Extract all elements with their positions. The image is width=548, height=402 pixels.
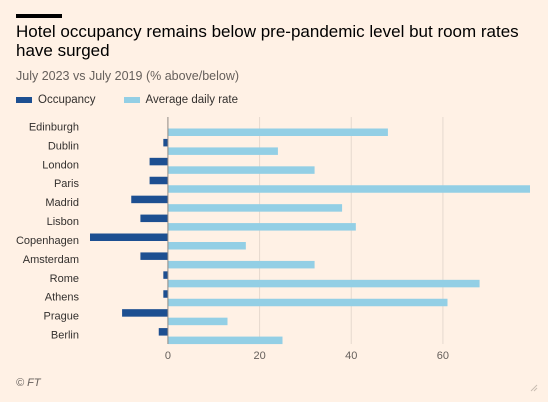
legend: Occupancy Average daily rate (16, 94, 266, 106)
category-label-athens: Athens (45, 292, 80, 304)
legend-swatch-average-daily-rate (123, 97, 140, 103)
category-label-london: London (42, 159, 79, 171)
bar-average-daily-rate-madrid (167, 204, 343, 212)
legend-label-occupancy: Occupancy (38, 94, 96, 106)
bar-occupancy-athens (163, 290, 168, 298)
chart-subtitle: July 2023 vs July 2019 (% above/below) (16, 69, 240, 83)
bar-occupancy-amsterdam (140, 252, 168, 260)
category-label-dublin: Dublin (48, 140, 79, 152)
bar-average-daily-rate-edinburgh (167, 128, 388, 136)
bar-average-daily-rate-amsterdam (167, 260, 315, 269)
category-label-lisbon: Lisbon (47, 216, 79, 228)
x-tick-label-60: 60 (437, 350, 449, 362)
category-label-prague: Prague (44, 311, 79, 323)
legend-label-average-daily-rate: Average daily rate (145, 94, 239, 106)
category-label-paris: Paris (54, 178, 80, 190)
source-note: © FT (16, 377, 41, 389)
category-label-edinburgh: Edinburgh (29, 121, 79, 133)
category-label-copenhagen: Copenhagen (16, 235, 79, 247)
bar-occupancy-copenhagen (90, 233, 168, 241)
legend-item-average-daily-rate: Average daily rate (123, 94, 239, 106)
bar-average-daily-rate-dublin (167, 147, 278, 155)
bar-occupancy-berlin (158, 328, 168, 336)
bar-occupancy-paris (149, 176, 168, 185)
bar-occupancy-rome (163, 271, 168, 279)
category-label-rome: Rome (50, 273, 79, 285)
category-label-madrid: Madrid (45, 197, 79, 209)
legend-swatch-occupancy (16, 97, 32, 103)
bar-average-daily-rate-london (167, 166, 315, 174)
bar-occupancy-prague (122, 309, 168, 317)
brand-bar (16, 14, 62, 18)
bar-occupancy-lisbon (140, 214, 168, 223)
chart-title: Hotel occupancy remains below pre-pandem… (16, 22, 519, 60)
category-label-berlin: Berlin (51, 330, 79, 342)
bar-average-daily-rate-prague (167, 317, 228, 326)
bar-occupancy-london (149, 157, 168, 166)
bar-average-daily-rate-athens (167, 298, 448, 307)
bar-average-daily-rate-berlin (167, 336, 283, 345)
x-tick-label-0: 0 (165, 350, 171, 362)
bar-occupancy-dublin (163, 138, 168, 147)
x-tick-label-40: 40 (345, 350, 357, 362)
legend-item-occupancy: Occupancy (16, 94, 96, 106)
bar-average-daily-rate-paris (167, 185, 530, 193)
bar-average-daily-rate-rome (167, 279, 480, 288)
resize-handle-icon (530, 384, 538, 392)
category-label-amsterdam: Amsterdam (23, 254, 79, 266)
x-tick-label-20: 20 (253, 350, 265, 362)
bar-occupancy-madrid (131, 195, 168, 204)
bar-average-daily-rate-lisbon (167, 223, 356, 231)
bar-average-daily-rate-copenhagen (167, 242, 246, 250)
